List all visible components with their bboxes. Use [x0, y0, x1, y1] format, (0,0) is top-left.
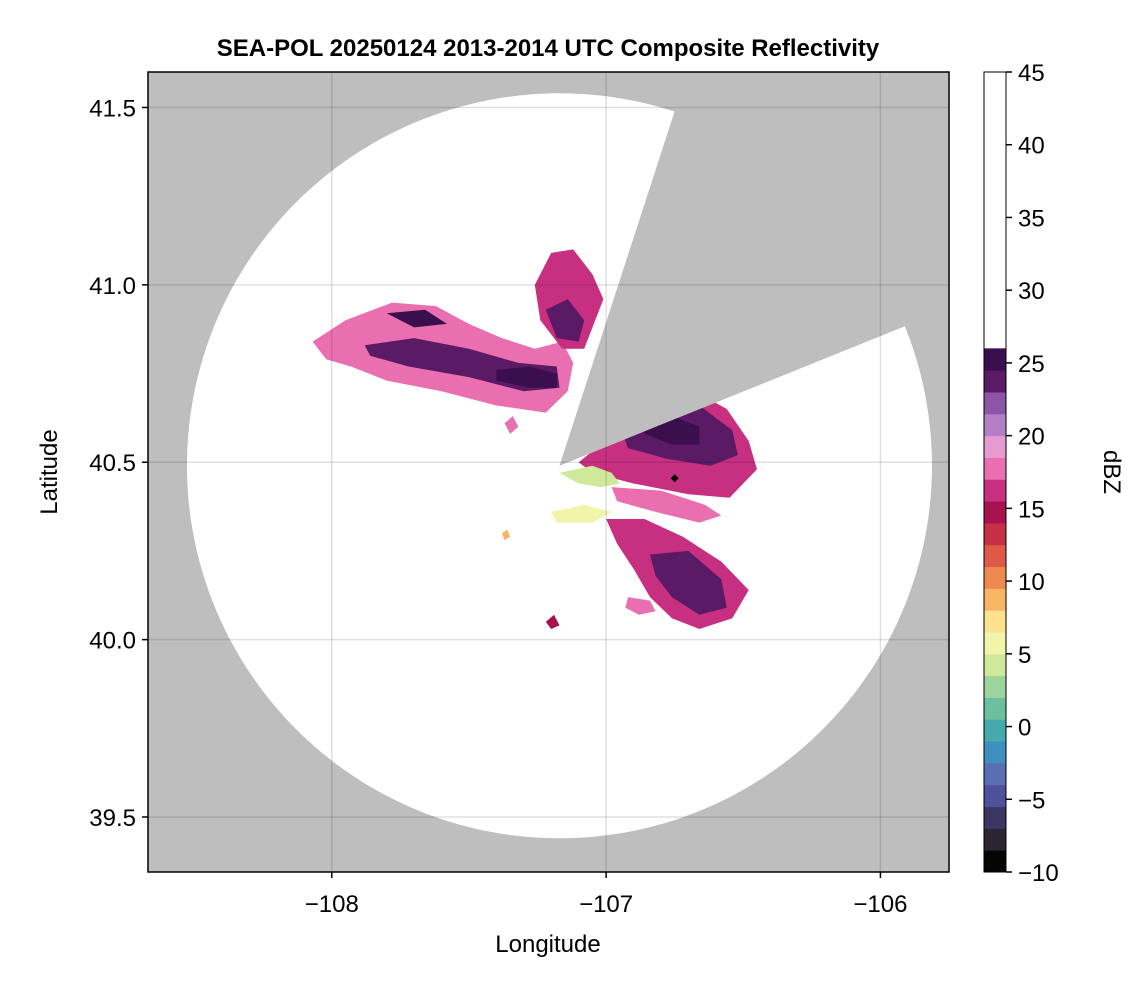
- colorbar-tick-label: 30: [1018, 278, 1045, 305]
- echo-region: [551, 504, 612, 523]
- colorbar-tick-label: 10: [1018, 569, 1045, 596]
- colorbar: −10 −5 0 5 10 15 20 25 30 35 40 45 dBZ: [983, 60, 1125, 887]
- colorbar-swatch: [984, 435, 1006, 458]
- colorbar-swatch: [984, 719, 1006, 742]
- site-marker: [670, 474, 679, 483]
- echo-region: [501, 529, 511, 541]
- echo-region: [625, 597, 656, 615]
- plot-frame: [147, 71, 950, 873]
- chart-title: SEA-POL 20250124 2013-2014 UTC Composite…: [217, 35, 880, 62]
- x-axis-ticks: −108 −107 −106: [305, 872, 907, 918]
- colorbar-swatches: [984, 348, 1006, 873]
- colorbar-swatch: [984, 348, 1006, 371]
- plot-area: [148, 72, 949, 872]
- radar-coverage-area: [186, 93, 932, 839]
- colorbar-tick-label: 15: [1018, 496, 1045, 523]
- colorbar-swatch: [984, 522, 1006, 546]
- echo-region: [650, 550, 727, 615]
- colorbar-swatch: [984, 784, 1006, 808]
- colorbar-swatch: [984, 610, 1006, 633]
- x-tick-label: −108: [305, 891, 359, 918]
- echo-layer: [312, 249, 757, 629]
- y-tick-label: 39.5: [89, 805, 136, 832]
- echo-region: [545, 299, 585, 342]
- y-tick-label: 41.0: [89, 273, 136, 300]
- echo-region: [504, 416, 519, 434]
- echo-region: [559, 465, 620, 488]
- colorbar-swatch: [984, 828, 1006, 851]
- colorbar-swatch: [984, 457, 1006, 480]
- colorbar-tick-label: −10: [1018, 860, 1059, 887]
- colorbar-swatch: [984, 413, 1006, 437]
- colorbar-frame: [983, 71, 1007, 873]
- colorbar-swatch: [984, 544, 1006, 568]
- y-tick-label: 40.5: [89, 450, 136, 477]
- colorbar-swatch: [984, 850, 1006, 873]
- colorbar-swatch: [984, 653, 1006, 677]
- x-tick-label: −106: [853, 891, 907, 918]
- colorbar-swatch: [984, 392, 1006, 415]
- colorbar-swatch: [984, 370, 1006, 393]
- y-tick-label: 40.0: [89, 628, 136, 655]
- colorbar-tick-label: 0: [1018, 715, 1031, 742]
- colorbar-tick-label: −5: [1018, 787, 1045, 814]
- colorbar-swatch: [984, 632, 1006, 655]
- colorbar-tick-label: 40: [1018, 133, 1045, 160]
- colorbar-tick-label: 25: [1018, 351, 1045, 378]
- colorbar-swatch: [984, 697, 1006, 720]
- x-axis-label: Longitude: [495, 931, 600, 958]
- marker-layer: [670, 474, 679, 483]
- colorbar-tick-label: 20: [1018, 424, 1045, 451]
- colorbar-ticks: −10 −5 0 5 10 15 20 25 30 35 40 45: [1006, 60, 1059, 887]
- colorbar-swatch: [984, 806, 1006, 829]
- colorbar-swatch: [984, 501, 1006, 524]
- echo-region: [496, 366, 557, 388]
- colorbar-swatch: [984, 566, 1006, 589]
- colorbar-swatch: [984, 762, 1006, 786]
- echo-region: [611, 487, 722, 523]
- colorbar-swatch: [984, 479, 1006, 502]
- y-axis-label: Latitude: [36, 429, 63, 514]
- colorbar-tick-label: 45: [1018, 60, 1045, 87]
- echo-region: [545, 614, 560, 629]
- colorbar-swatch: [984, 588, 1006, 611]
- y-tick-label: 41.5: [89, 95, 136, 122]
- colorbar-swatch: [984, 741, 1006, 764]
- x-tick-label: −107: [579, 891, 633, 918]
- colorbar-swatch: [984, 675, 1006, 698]
- colorbar-tick-label: 5: [1018, 642, 1031, 669]
- y-axis-ticks: 39.5 40.0 40.5 41.0 41.5: [89, 95, 148, 832]
- colorbar-label: dBZ: [1098, 450, 1125, 494]
- colorbar-tick-label: 35: [1018, 205, 1045, 232]
- grid-lines: [148, 72, 949, 872]
- echo-region: [386, 309, 447, 328]
